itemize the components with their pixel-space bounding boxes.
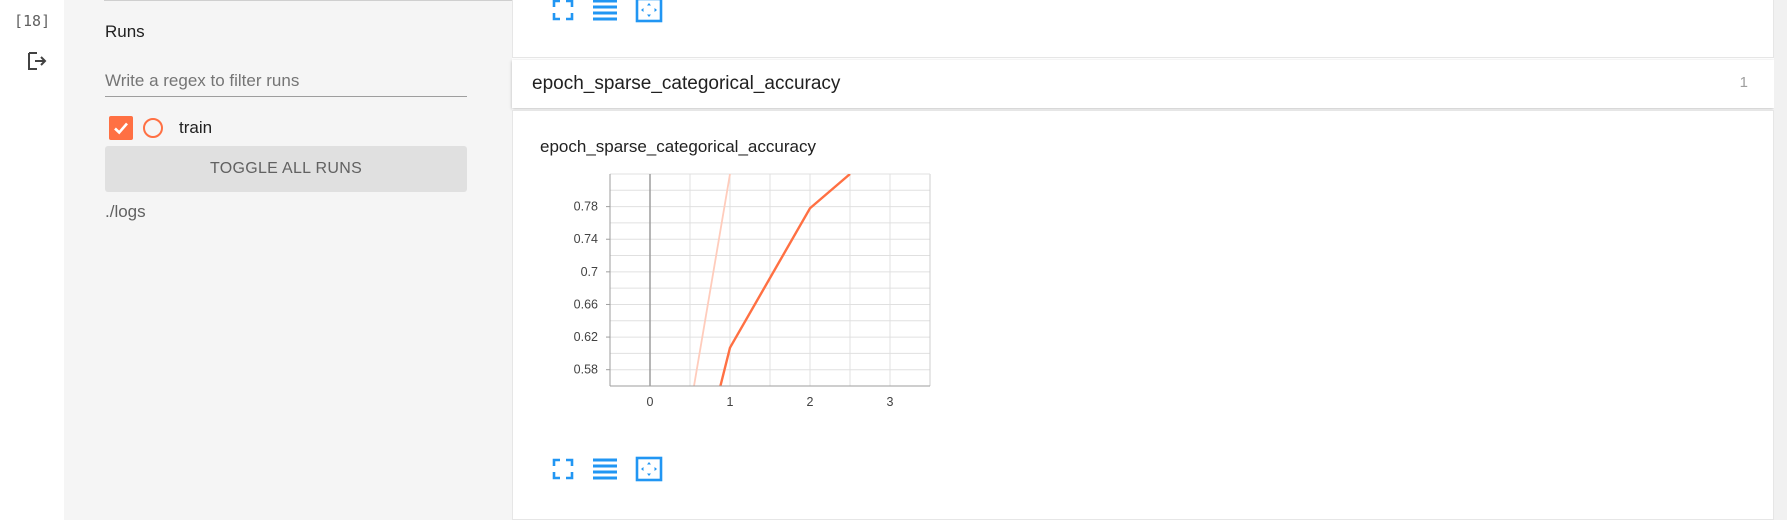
tag-name: epoch_sparse_categorical_accuracy bbox=[532, 73, 841, 94]
chart-axes: 0.58 0.62 0.66 0.7 0.74 0.78 0 1 2 3 bbox=[574, 174, 930, 409]
x-tick-label: 1 bbox=[727, 395, 734, 409]
fullscreen-icon[interactable] bbox=[549, 0, 577, 24]
cell-execution-number: [18] bbox=[14, 12, 51, 30]
series-line-train bbox=[719, 174, 851, 386]
divider bbox=[104, 0, 534, 1]
run-item-train[interactable]: train bbox=[109, 115, 212, 141]
fit-domain-icon[interactable] bbox=[635, 455, 663, 483]
run-checkbox[interactable] bbox=[109, 116, 133, 140]
y-tick-label: 0.7 bbox=[581, 265, 598, 279]
runs-title: Runs bbox=[105, 22, 145, 41]
runs-sidebar: Runs train TOGGLE ALL RUNS ./logs bbox=[64, 0, 534, 520]
output-arrow-icon[interactable] bbox=[26, 50, 48, 72]
tag-count: 1 bbox=[1739, 74, 1748, 91]
tag-card-body bbox=[512, 110, 1774, 520]
series-line-smoothed bbox=[693, 174, 731, 386]
y-tick-label: 0.62 bbox=[574, 330, 598, 344]
tag-card-header[interactable]: epoch_sparse_categorical_accuracy 1 bbox=[512, 60, 1774, 108]
toggle-log-scale-icon[interactable] bbox=[591, 0, 619, 24]
y-tick-label: 0.66 bbox=[574, 297, 598, 311]
chart-title: epoch_sparse_categorical_accuracy bbox=[540, 137, 816, 156]
checkmark-icon bbox=[114, 122, 128, 135]
x-tick-label: 3 bbox=[887, 395, 894, 409]
scalar-chart[interactable]: 0.58 0.62 0.66 0.7 0.74 0.78 0 1 2 3 bbox=[540, 160, 1010, 460]
y-tick-label: 0.78 bbox=[574, 200, 598, 214]
fit-domain-icon[interactable] bbox=[635, 0, 663, 24]
toggle-all-runs-button[interactable]: TOGGLE ALL RUNS bbox=[105, 146, 467, 192]
run-label: train bbox=[179, 118, 213, 137]
y-tick-label: 0.74 bbox=[574, 232, 598, 246]
log-directory-label: ./logs bbox=[105, 202, 146, 221]
chart-series bbox=[693, 174, 851, 386]
fullscreen-icon[interactable] bbox=[549, 455, 577, 483]
x-tick-label: 2 bbox=[807, 395, 814, 409]
previous-card bbox=[512, 0, 1774, 58]
page-scrollbar[interactable] bbox=[1774, 0, 1787, 520]
run-filter-input[interactable] bbox=[105, 66, 467, 97]
run-color-swatch[interactable] bbox=[143, 118, 163, 138]
x-tick-label: 0 bbox=[647, 395, 654, 409]
toggle-log-scale-icon[interactable] bbox=[591, 455, 619, 483]
y-tick-label: 0.58 bbox=[574, 363, 598, 377]
